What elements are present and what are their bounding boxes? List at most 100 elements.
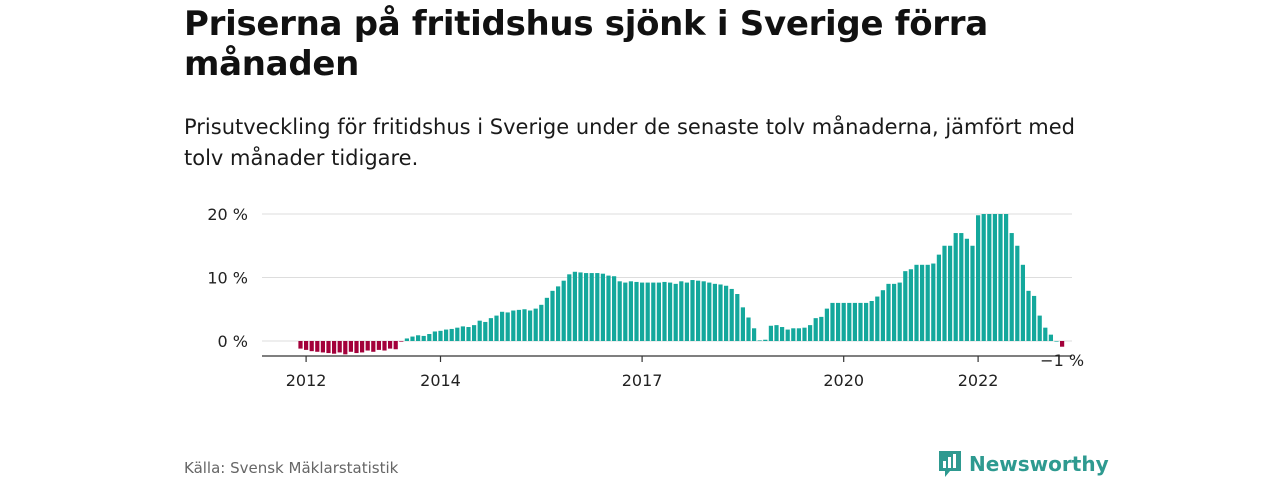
bar	[600, 273, 605, 341]
bar	[315, 341, 320, 352]
bar	[483, 321, 488, 341]
y-tick-label: 20 %	[207, 205, 248, 224]
bar	[696, 280, 701, 341]
bar	[628, 281, 633, 341]
x-tick-label: 2017	[622, 371, 663, 390]
bar	[970, 245, 975, 341]
bar	[948, 245, 953, 341]
bar	[460, 326, 465, 341]
bar	[707, 282, 712, 341]
bar	[931, 263, 936, 341]
bar	[388, 341, 393, 349]
bar	[712, 283, 717, 341]
bar	[679, 281, 684, 341]
bar	[936, 254, 941, 341]
bar	[427, 334, 432, 341]
bar	[416, 335, 421, 341]
bar	[438, 330, 443, 341]
brand-name: Newsworthy	[969, 452, 1109, 476]
bar	[892, 283, 897, 341]
bar	[808, 325, 813, 342]
bar	[511, 310, 516, 341]
bar	[757, 340, 762, 342]
bar	[830, 302, 835, 341]
bar	[998, 214, 1003, 341]
bar	[651, 282, 656, 341]
bar	[354, 341, 359, 354]
bar	[332, 341, 337, 354]
bar	[1009, 233, 1014, 341]
bar	[584, 273, 589, 341]
bar	[578, 272, 583, 341]
bar	[1048, 334, 1053, 341]
bar	[645, 282, 650, 341]
bar	[1032, 295, 1037, 341]
bar	[740, 307, 745, 341]
bar	[1054, 341, 1059, 342]
bar	[729, 288, 734, 341]
bar	[925, 264, 930, 341]
bar	[1037, 315, 1042, 341]
bar	[505, 312, 510, 341]
bar	[371, 341, 376, 352]
bar	[920, 264, 925, 341]
bar	[959, 233, 964, 341]
bar	[763, 339, 768, 341]
bar	[533, 308, 538, 341]
bar	[841, 302, 846, 341]
bar	[752, 328, 757, 341]
bar	[556, 286, 561, 341]
bar	[662, 281, 667, 341]
bar	[298, 341, 303, 349]
bar	[858, 302, 863, 341]
last-value-label: −1 %	[1040, 351, 1084, 370]
bar	[595, 273, 600, 341]
bar	[617, 281, 622, 341]
bar	[1043, 327, 1048, 341]
bar	[746, 317, 751, 341]
bar	[1020, 264, 1025, 341]
bar	[964, 238, 969, 341]
bar	[785, 329, 790, 341]
bar	[836, 302, 841, 341]
bar	[897, 282, 902, 341]
bar	[796, 328, 801, 341]
bar	[612, 276, 617, 341]
bar	[466, 327, 471, 341]
newsworthy-icon	[939, 451, 961, 477]
bar	[589, 273, 594, 341]
bar	[774, 325, 779, 342]
chart-title: Priserna på fritidshus sjönk i Sverige f…	[184, 4, 988, 84]
bar	[550, 290, 555, 341]
bar	[735, 294, 740, 341]
bar	[623, 282, 628, 341]
bar	[684, 282, 689, 341]
bar	[981, 214, 986, 341]
source-note: Källa: Svensk Mäklarstatistik	[184, 459, 399, 477]
bar	[449, 328, 454, 341]
bar	[724, 285, 729, 341]
bar	[976, 215, 981, 341]
bar	[337, 341, 342, 353]
bar	[992, 214, 997, 341]
bar	[847, 302, 852, 341]
bar	[561, 280, 566, 341]
bar	[690, 280, 695, 341]
bar	[908, 269, 913, 341]
x-tick-label: 2020	[823, 371, 864, 390]
bar	[326, 341, 331, 354]
bar	[421, 335, 426, 341]
bar	[404, 338, 409, 341]
x-tick-label: 2022	[958, 371, 999, 390]
bar	[656, 282, 661, 341]
bar	[472, 325, 477, 342]
bar	[606, 275, 611, 342]
bar	[399, 341, 404, 342]
x-tick-label: 2012	[286, 371, 327, 390]
x-tick-label: 2014	[420, 371, 461, 390]
bar	[348, 341, 353, 352]
bar	[987, 214, 992, 341]
bar	[455, 327, 460, 341]
bar	[320, 341, 325, 353]
